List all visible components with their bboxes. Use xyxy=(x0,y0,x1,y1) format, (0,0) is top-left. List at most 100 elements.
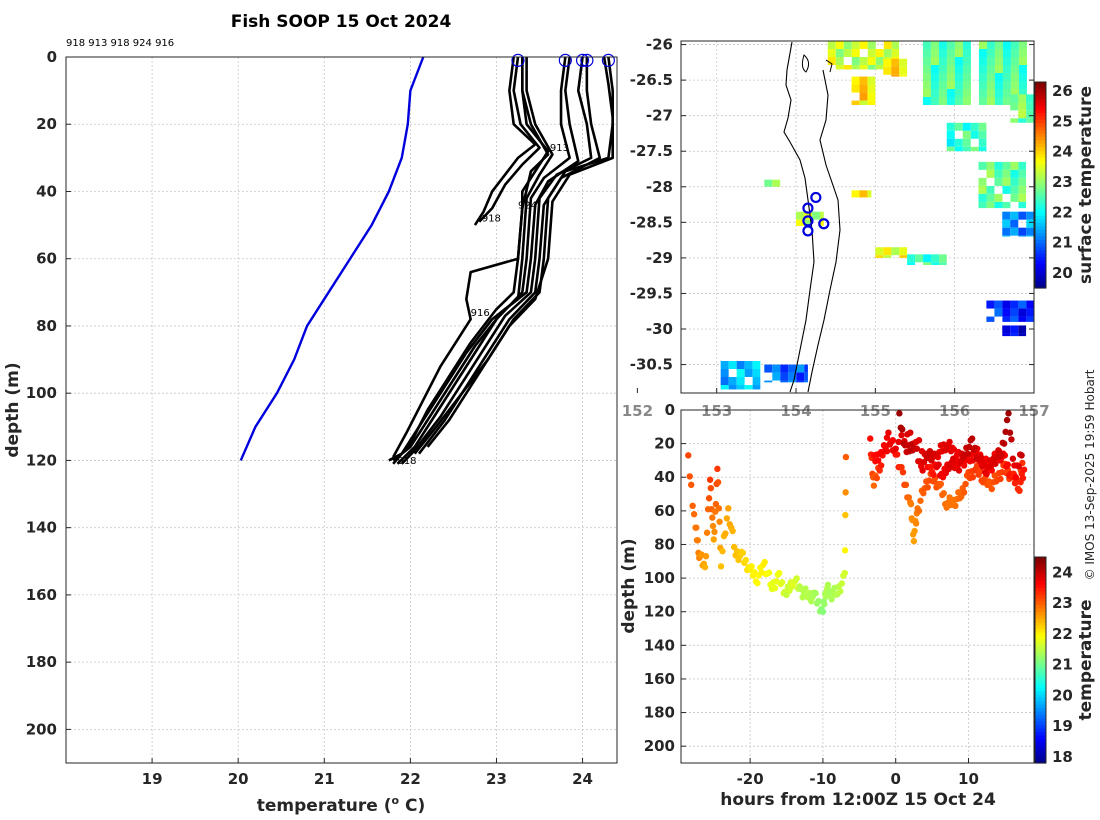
sst-cell xyxy=(875,247,884,256)
sst-cell xyxy=(1026,118,1034,123)
sst-cell xyxy=(1010,316,1019,322)
sst-cell xyxy=(883,41,892,49)
sst-cell xyxy=(1010,177,1019,186)
profile-line-913 xyxy=(392,57,550,465)
sst-cell xyxy=(843,41,852,49)
sst-cell xyxy=(899,247,908,256)
sst-cell xyxy=(946,73,955,81)
colorbar-segment xyxy=(1035,133,1046,138)
sst-cell xyxy=(978,97,987,105)
depth-time-frame xyxy=(680,409,1035,764)
sst-cell xyxy=(923,262,932,265)
track-point xyxy=(899,426,906,433)
colorbar-segment xyxy=(1035,106,1046,111)
sst-cell xyxy=(962,122,971,131)
track-point xyxy=(935,461,942,468)
colorbar-segment xyxy=(1035,642,1046,647)
track-point xyxy=(705,495,713,502)
track-point xyxy=(714,465,721,473)
sst-cell xyxy=(1018,49,1027,57)
track-point xyxy=(867,435,874,442)
track-point xyxy=(1008,436,1015,443)
depth-time-xtick-label: -10 xyxy=(809,770,836,788)
colorbar-segment xyxy=(1035,622,1046,627)
colorbar-segment xyxy=(1035,639,1046,644)
colorbar-tick-label: 25 xyxy=(1052,112,1073,130)
sst-cell xyxy=(859,57,868,65)
mean-profile-line xyxy=(239,56,425,461)
colorbar-segment xyxy=(1035,745,1046,750)
colorbar-segment xyxy=(1035,567,1046,572)
sst-cell xyxy=(994,49,1003,57)
sst-cell xyxy=(1010,211,1019,220)
colorbar-segment xyxy=(1035,656,1046,661)
sst-cell xyxy=(851,65,860,70)
depth-time-ytick-label: 120 xyxy=(644,603,675,621)
sst-cell xyxy=(954,73,963,81)
sst-cell xyxy=(867,190,872,198)
sst-cell xyxy=(994,308,1003,317)
sst-cell xyxy=(752,385,761,390)
profile-line-918c xyxy=(392,56,571,462)
track-point xyxy=(915,437,923,444)
sst-cell xyxy=(1010,57,1019,65)
depth-time-tracks xyxy=(685,410,1028,615)
sst-cell xyxy=(1010,300,1019,309)
sst-cell xyxy=(1002,49,1011,57)
sst-cell xyxy=(867,65,876,70)
track-point xyxy=(802,585,809,592)
sst-cell xyxy=(867,41,876,49)
sst-cell xyxy=(986,49,995,57)
sst-cell xyxy=(1026,110,1034,119)
track-point xyxy=(1009,455,1017,462)
sst-cell xyxy=(978,177,987,186)
sst-cell xyxy=(875,57,884,65)
track-point xyxy=(1004,461,1011,468)
sst-cell xyxy=(986,161,995,170)
colorbar-tick-label: 24 xyxy=(1052,563,1073,581)
sst-cell xyxy=(1010,81,1019,89)
sst-cell xyxy=(827,41,836,49)
track-point xyxy=(968,435,976,442)
colorbar-segment xyxy=(1035,154,1046,159)
colorbar-segment xyxy=(1035,584,1046,589)
sst-cell xyxy=(728,385,737,390)
track-point xyxy=(969,474,977,481)
station-marker xyxy=(818,218,830,230)
track-point xyxy=(946,438,953,446)
track-point xyxy=(980,459,987,467)
sst-cell xyxy=(962,97,971,105)
track-point xyxy=(886,441,894,448)
colorbar-segment xyxy=(1035,205,1046,210)
track-point xyxy=(761,558,768,566)
sst-cell xyxy=(1018,193,1027,202)
sst-cell xyxy=(978,201,987,209)
colorbar-segment xyxy=(1035,697,1046,702)
sst-cell xyxy=(883,58,892,67)
colorbar-segment xyxy=(1035,725,1046,730)
sst-cell xyxy=(1010,161,1019,170)
track-point xyxy=(685,452,692,459)
sst-cell xyxy=(994,201,1003,209)
colorbar-tick-label: 20 xyxy=(1052,264,1073,282)
sst-cell xyxy=(954,146,963,152)
colorbar-segment xyxy=(1035,246,1046,251)
sst-cell xyxy=(986,73,995,81)
sst-cell xyxy=(1010,102,1019,111)
sst-cell xyxy=(859,84,868,93)
colorbar-segment xyxy=(1035,677,1046,682)
sst-cell xyxy=(994,73,1003,81)
colorbar-segment xyxy=(1035,171,1046,176)
sst-cell xyxy=(978,89,987,97)
track-point xyxy=(983,470,990,478)
map-xtick-label: 156 xyxy=(939,402,970,420)
station-marker xyxy=(802,225,814,237)
colorbar-segment xyxy=(1035,635,1046,640)
sst-cell xyxy=(946,138,955,147)
sst-cell xyxy=(954,81,963,89)
colorbar-segment xyxy=(1035,88,1046,93)
sst-cell xyxy=(1002,219,1011,228)
sst-cell xyxy=(930,65,939,73)
colorbar-segment xyxy=(1035,263,1046,268)
sst-cell xyxy=(891,247,900,256)
